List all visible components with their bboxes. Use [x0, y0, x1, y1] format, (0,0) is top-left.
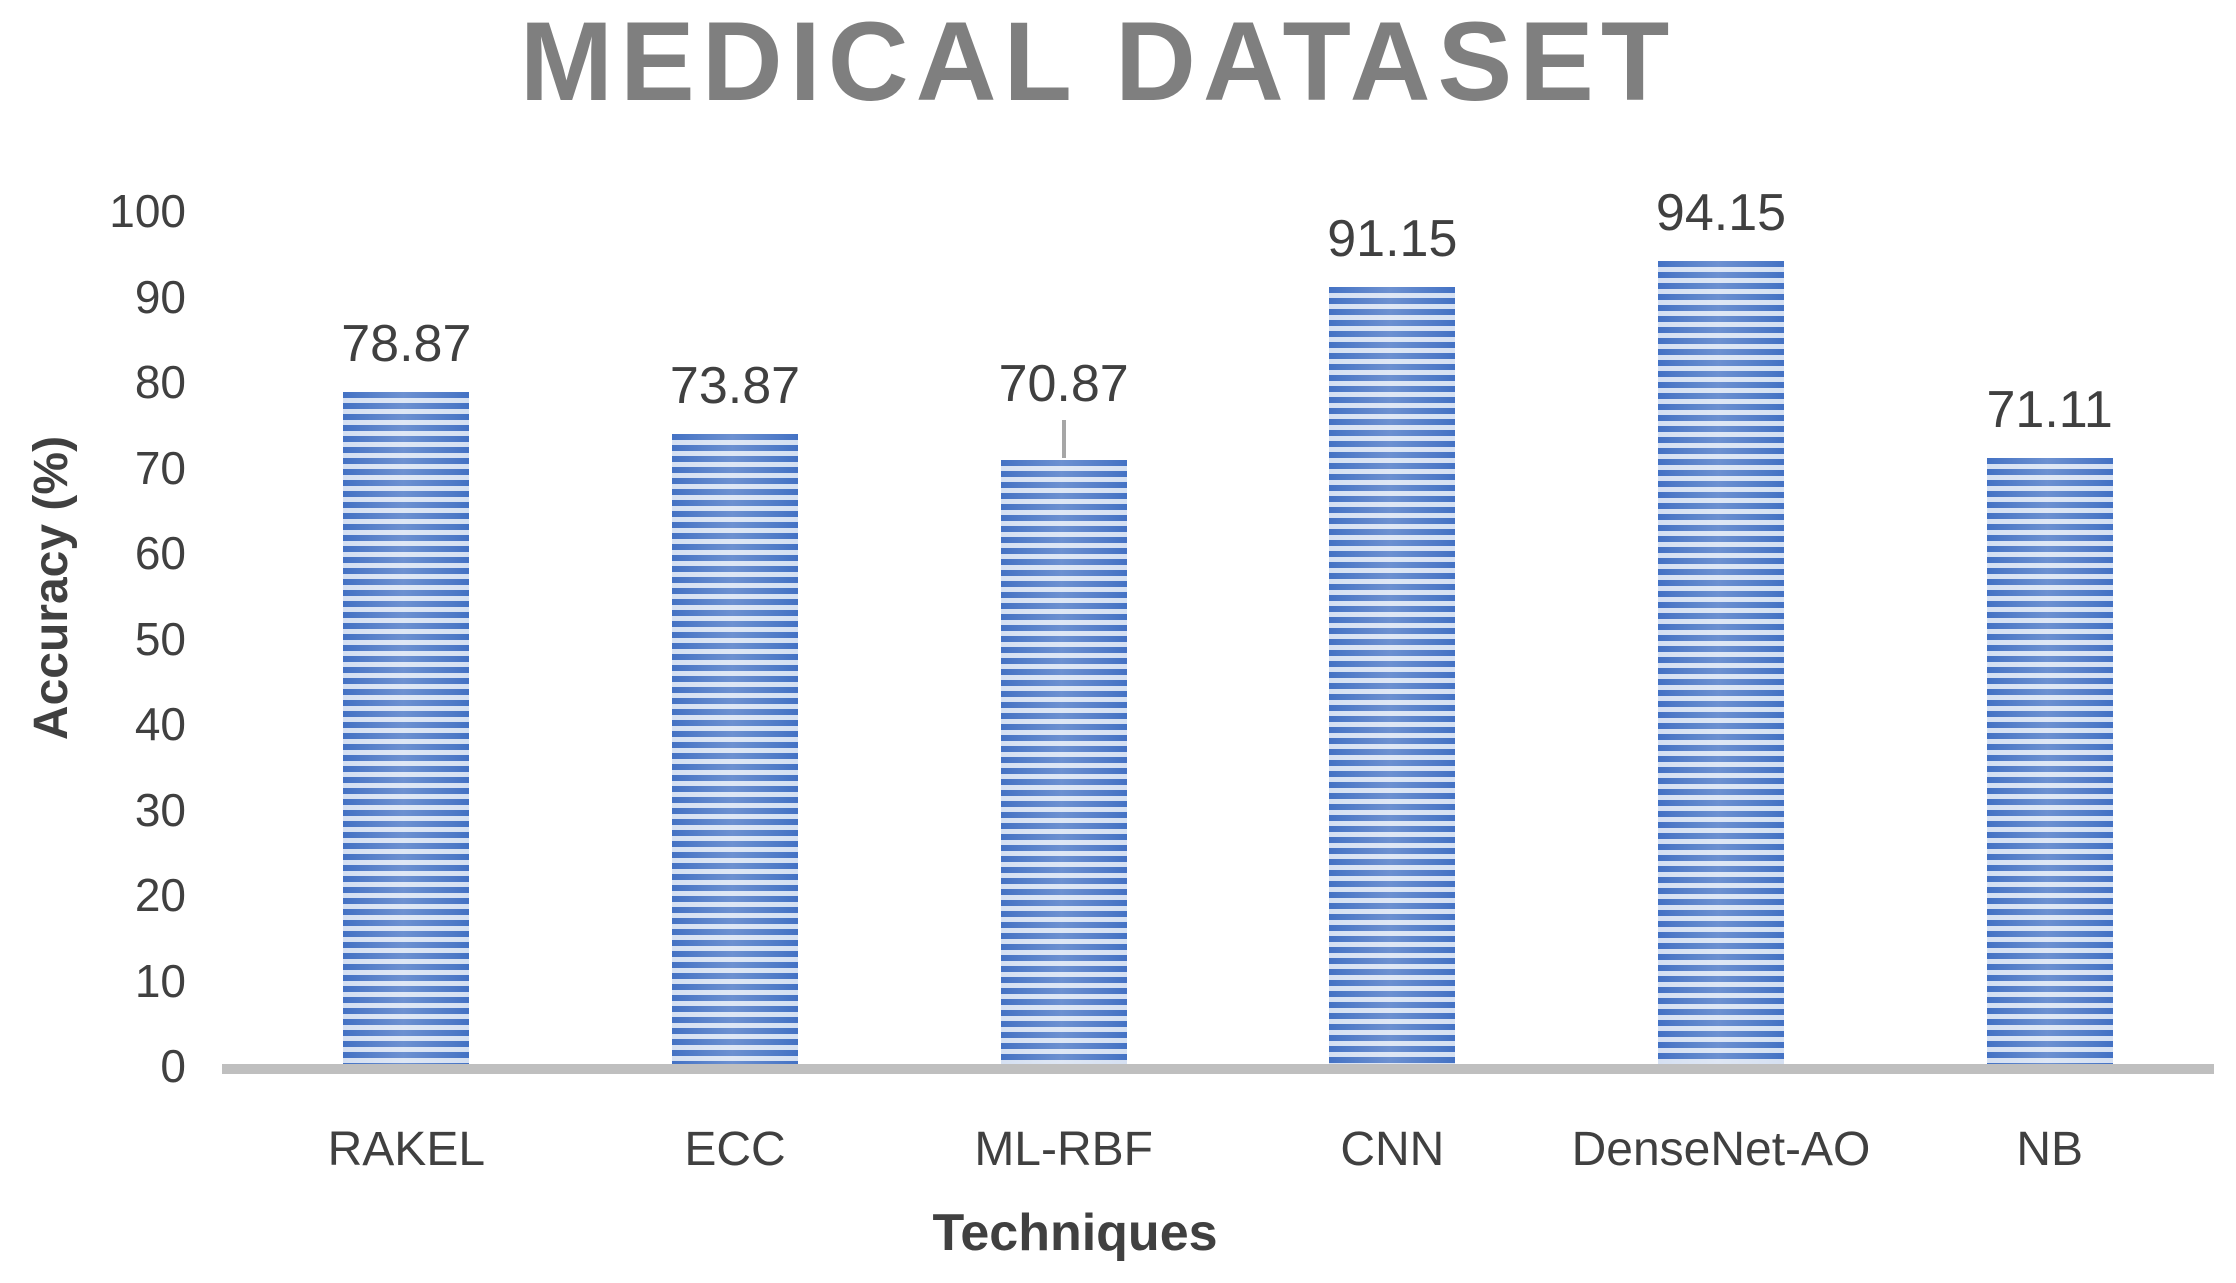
data-label-ecc: 73.87 — [669, 357, 801, 416]
y-tick-label-30: 30 — [134, 783, 186, 836]
y-tick-label-10: 10 — [134, 954, 186, 1007]
y-tick-label-100: 100 — [109, 185, 186, 237]
x-axis-baseline — [222, 1064, 2214, 1074]
x-tick-label-nb: NB — [2016, 1123, 2083, 1176]
y-tick-label-80: 80 — [134, 356, 186, 408]
x-tick-label-ml-rbf: ML-RBF — [974, 1123, 1153, 1176]
x-tick-label-cnn: CNN — [1340, 1123, 1445, 1176]
bar-sheen — [672, 434, 798, 1066]
y-tick-label-0: 0 — [160, 1040, 186, 1092]
data-label-leader-line — [1061, 420, 1066, 459]
x-axis-title: Techniques — [932, 1204, 1218, 1262]
plot-area: 78.87 73.87 70.87 91.15 94.15 71.11 — [242, 184, 2214, 1066]
bar-sheen — [1658, 261, 1784, 1066]
data-label-nb: 71.11 — [1986, 381, 2113, 440]
data-label-rakel: 78.87 — [341, 314, 472, 373]
bar-rakel — [343, 391, 470, 1066]
bar-sheen — [1000, 460, 1127, 1066]
y-tick-label-90: 90 — [134, 270, 186, 323]
y-tick-label-20: 20 — [134, 869, 186, 921]
y-tick-label-60: 60 — [134, 527, 186, 579]
data-label-densenet-ao: 94.15 — [1655, 184, 1787, 243]
bar-nb — [1986, 458, 2113, 1066]
bar-cnn — [1329, 286, 1456, 1066]
bar-densenet-ao — [1658, 261, 1784, 1066]
bar-sheen — [1329, 286, 1456, 1066]
y-tick-label-70: 70 — [134, 441, 186, 494]
bar-sheen — [343, 391, 470, 1066]
y-tick-label-40: 40 — [134, 698, 186, 750]
bar-ml-rbf — [1000, 460, 1127, 1066]
data-label-ml-rbf: 70.87 — [998, 355, 1129, 414]
x-tick-label-rakel: RAKEL — [327, 1123, 486, 1176]
data-label-cnn: 91.15 — [1327, 209, 1458, 268]
chart-title: MEDICAL DATASET — [519, 0, 1677, 124]
y-tick-label-50: 50 — [134, 612, 186, 665]
x-tick-label-densenet-ao: DenseNet-AO — [1571, 1123, 1871, 1176]
x-tick-label-ecc: ECC — [684, 1123, 786, 1176]
bar-sheen — [1986, 458, 2113, 1066]
bar-ecc — [672, 434, 798, 1066]
